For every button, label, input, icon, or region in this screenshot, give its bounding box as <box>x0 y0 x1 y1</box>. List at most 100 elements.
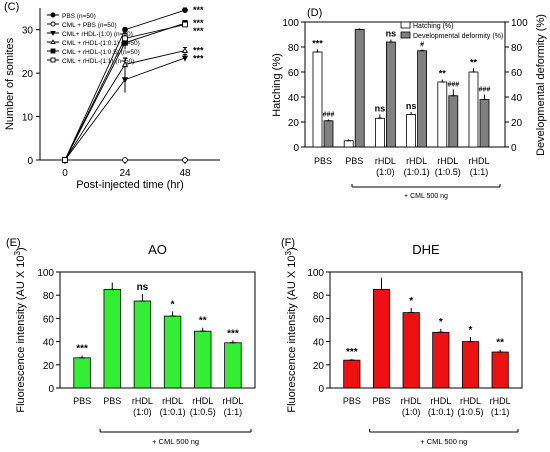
panel-d-legend-label: Developmental deformity (%) <box>413 33 503 40</box>
panel-f-category-label: (1:1) <box>491 407 510 417</box>
panel-d-bar <box>323 120 334 148</box>
panel-d-significance: ### <box>447 82 459 89</box>
panel-c-legend-marker <box>50 48 56 54</box>
panel-c-point <box>181 47 189 53</box>
panel-f-ytick-label: 80 <box>313 291 325 302</box>
panel-c-point <box>121 61 129 67</box>
panel-d-category-label: rHDL <box>406 156 427 166</box>
panel-d-legend-swatch <box>400 31 411 39</box>
panel-f-treatment-label: + CML 500 ng <box>420 437 467 446</box>
panel-c-point <box>181 55 189 62</box>
panel-d-significance: ** <box>470 57 478 67</box>
panel-f-category-label: (1:0.1) <box>428 407 454 417</box>
panel-d-treatment-label: + CML 500 ng <box>404 193 448 200</box>
panel-d-y2tick-label: 40 <box>511 93 523 104</box>
panel-c-significance: *** <box>193 5 204 15</box>
panel-d-y-axis-label: Hatching (%) <box>271 53 283 117</box>
panel-e-title: AO <box>148 242 167 257</box>
panel-e-significance: ** <box>199 316 207 327</box>
panel-d-significance: ### <box>323 112 335 119</box>
panel-c-legend-label: CML + PBS (n=50) <box>62 22 117 29</box>
panel-c-legend-marker <box>50 57 56 63</box>
panel-d-ytick-label: 40 <box>288 93 300 104</box>
panel-c-ytick-label: 0 <box>27 156 33 167</box>
panel-e-significance: *** <box>227 328 239 339</box>
panel-c-legend-marker <box>50 12 56 18</box>
panel-f-bar <box>461 341 480 389</box>
panel-e-treatment-label: + CML 500 ng <box>152 437 199 446</box>
panel-f-y-axis-label: Fluorescence intensity (AU X 103) <box>284 247 299 412</box>
panel-e-bar <box>163 315 182 389</box>
panel-d-category-label: rHDL <box>375 156 396 166</box>
panel-e-bar <box>73 357 91 389</box>
panel-d-bar <box>354 29 365 148</box>
panel-c-significance: *** <box>193 54 204 64</box>
panel-e-category-label: rHDL <box>222 396 243 406</box>
panel-d-y2tick-label: 20 <box>511 118 523 129</box>
panel-c-y-axis-label: Number of somites <box>4 37 16 130</box>
panel-d-category-label: rHDL <box>437 156 458 166</box>
panel-c-significance: *** <box>193 46 204 56</box>
panel-f-ytick-label: 0 <box>318 384 324 395</box>
panel-f-bar <box>432 331 450 389</box>
panel-d-category-label: rHDL <box>468 156 489 166</box>
panel-d-y2tick-label: 60 <box>511 68 523 79</box>
panel-d-legend-swatch <box>400 21 411 29</box>
panel-e-category-label: rHDL <box>162 396 183 406</box>
panel-c-legend-marker <box>50 21 56 27</box>
panel-e-category-label: (1:0.5) <box>190 407 216 417</box>
panel-f-ytick-label: 100 <box>307 268 324 279</box>
panel-f-category-label: rHDL <box>401 396 422 406</box>
panel-e-category-label: (1:0.1) <box>160 407 186 417</box>
panel-e-significance: *** <box>76 344 88 355</box>
panel-c-significance: *** <box>193 18 204 28</box>
panel-c-point <box>62 157 68 163</box>
panel-d-significance: ### <box>479 87 491 94</box>
panel-d-significance: *** <box>312 39 323 49</box>
panel-f-bar <box>491 351 509 389</box>
panel-e-category-label: (1:1) <box>224 407 243 417</box>
panel-d-bar <box>437 81 448 148</box>
panel-c-significance: *** <box>193 26 204 36</box>
panel-c-point <box>182 7 188 14</box>
panel-d-significance: ns <box>406 101 417 111</box>
panel-d-bar <box>448 95 459 148</box>
panel-e-category-label: PBS <box>73 396 91 406</box>
panel-c-xtick-label: 0 <box>62 168 68 179</box>
panel-c-xtick-label: 24 <box>119 168 131 179</box>
panel-f-ytick-label: 40 <box>313 338 325 349</box>
panel-c-xtick-label: 48 <box>179 168 191 179</box>
panel-d-significance: ** <box>439 69 447 79</box>
panel-f-significance: * <box>409 296 413 307</box>
panel-c-point <box>122 26 128 33</box>
panel-c-ytick-label: 30 <box>22 26 34 37</box>
panel-f-ytick-label: 20 <box>313 361 325 372</box>
panel-e-significance: ns <box>137 282 149 293</box>
panel-d-legend-label: Hatching (%) <box>413 23 453 30</box>
panel-d-category-label: (1:0.1) <box>404 167 430 177</box>
panel-c-legend-label: CML + rHDL-(1:0.5) (n=50) <box>62 49 140 56</box>
panel-d-bar <box>479 99 490 148</box>
panel-f-bar <box>402 312 420 389</box>
panel-e-bar <box>224 342 242 389</box>
panel-e-y-axis-label: Fluorescence intensity (AU X 103) <box>13 247 28 412</box>
panel-d-bar <box>343 140 354 148</box>
panel-e-significance: * <box>171 299 175 310</box>
panel-d-category-label: PBS <box>314 156 332 166</box>
panel-e-category-label: rHDL <box>192 396 213 406</box>
panel-f-significance: *** <box>346 347 358 358</box>
panel-d-y2-axis-label: Developmental deformity (%) <box>535 14 547 156</box>
panel-e-category-label: PBS <box>103 396 121 406</box>
panel-d-ytick-label: 100 <box>282 18 299 29</box>
panel-d-category-label: (1:0) <box>376 167 395 177</box>
panel-c-point <box>122 157 128 163</box>
panel-d-bar <box>417 50 428 148</box>
panel-f-significance: * <box>469 325 473 336</box>
panel-c-point <box>121 77 129 83</box>
panel-e-bar <box>133 300 152 389</box>
panel-f-category-label: rHDL <box>460 396 481 406</box>
panel-d-ytick-label: 0 <box>293 143 299 154</box>
panel-c-legend-label: CML + rHDL-(1:1) (n=50) <box>62 58 134 65</box>
panel-e-category-label: rHDL <box>132 396 153 406</box>
